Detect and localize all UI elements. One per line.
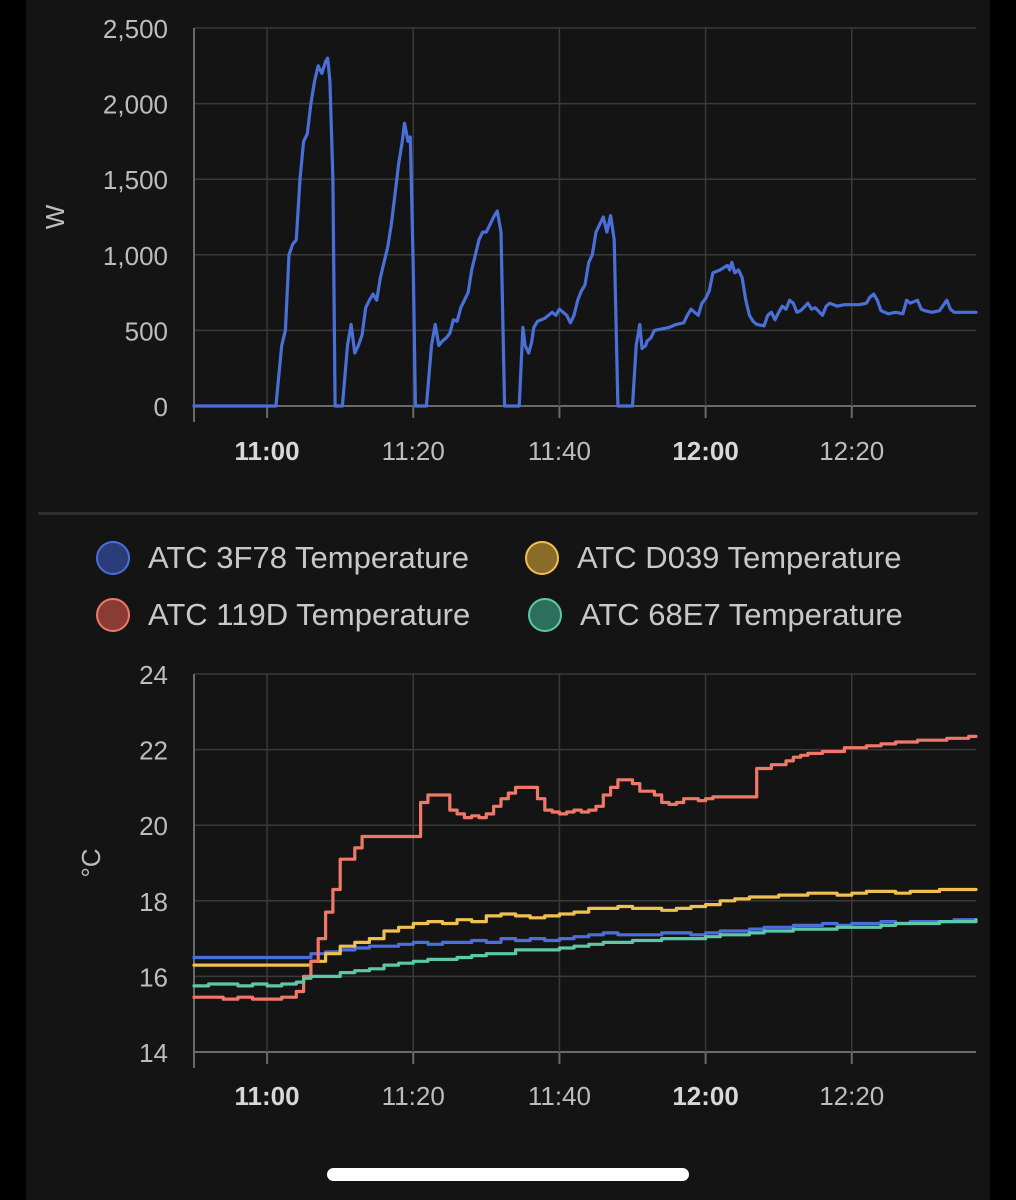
x-tick-label: 12:20: [819, 436, 884, 466]
y-tick-label: 1,500: [103, 165, 168, 195]
series-line-atc-d039-temperature[interactable]: [192, 887, 978, 967]
y-tick-label: 1,000: [103, 241, 168, 271]
history-card: [26, 0, 990, 1200]
chart-divider: [38, 512, 978, 515]
y-tick-label: 500: [125, 316, 168, 346]
legend-swatch-atc-3f78: [96, 541, 130, 575]
series-line-atc-3f78-temperature[interactable]: [192, 918, 978, 960]
legend-item-atc-3f78[interactable]: ATC 3F78 Temperature: [96, 538, 469, 578]
home-indicator[interactable]: [327, 1168, 689, 1181]
y-axis-label: W: [40, 204, 70, 229]
y-tick-label: 14: [139, 1038, 168, 1068]
x-tick-label: 11:20: [382, 436, 445, 466]
power-chart[interactable]: 0 500 1,000 1,500 2,000 2,500 11:00 11:20 11:40 1…: [0, 0, 1016, 500]
legend-label-atc-119d: ATC 119D Temperature: [148, 597, 471, 632]
x-tick-label: 12:20: [819, 1081, 884, 1111]
power-series-line[interactable]: [192, 56, 978, 408]
legend-swatch-atc-119d: [96, 598, 130, 632]
legend-label-atc-68e7: ATC 68E7 Temperature: [580, 597, 903, 632]
temperature-chart[interactable]: 14 16 18 20 22 24 11:00 11:20 11:40 12:00 12:20 °C: [0, 0, 1016, 1160]
x-tick-label: 12:00: [672, 436, 739, 466]
y-tick-label: 22: [139, 736, 168, 766]
series-line-atc-119d-temperature[interactable]: [192, 734, 978, 1001]
x-tick-label: 11:40: [528, 436, 591, 466]
y-axis-label: °C: [76, 848, 106, 877]
legend-label-atc-d039: ATC D039 Temperature: [577, 540, 902, 575]
x-tick-label: 11:20: [382, 1081, 445, 1111]
y-tick-label: 20: [139, 811, 168, 841]
x-tick-label: 11:00: [235, 1081, 300, 1111]
y-tick-label: 2,000: [103, 90, 168, 120]
legend-item-atc-119d[interactable]: ATC 119D Temperature: [96, 595, 470, 635]
x-tick-label: 12:00: [672, 1081, 739, 1111]
y-tick-label: 16: [139, 962, 168, 992]
legend-label-atc-3f78: ATC 3F78 Temperature: [148, 540, 470, 575]
legend-item-atc-68e7[interactable]: ATC 68E7 Temperature: [528, 595, 903, 635]
legend-swatch-atc-68e7: [528, 598, 562, 632]
legend-swatch-atc-d039: [525, 541, 559, 575]
y-tick-label: 24: [139, 660, 168, 690]
legend-item-atc-d039[interactable]: ATC D039 Temperature: [525, 538, 902, 578]
y-tick-label: 2,500: [103, 14, 168, 44]
series-line-atc-68e7-temperature[interactable]: [192, 918, 978, 988]
y-tick-label: 0: [154, 392, 168, 422]
x-tick-label: 11:00: [235, 436, 300, 466]
temperature-legend: ATC 3F78 Temperature ATC D039 Temperatur…: [0, 532, 1016, 644]
x-tick-label: 11:40: [528, 1081, 591, 1111]
y-tick-label: 18: [139, 887, 168, 917]
